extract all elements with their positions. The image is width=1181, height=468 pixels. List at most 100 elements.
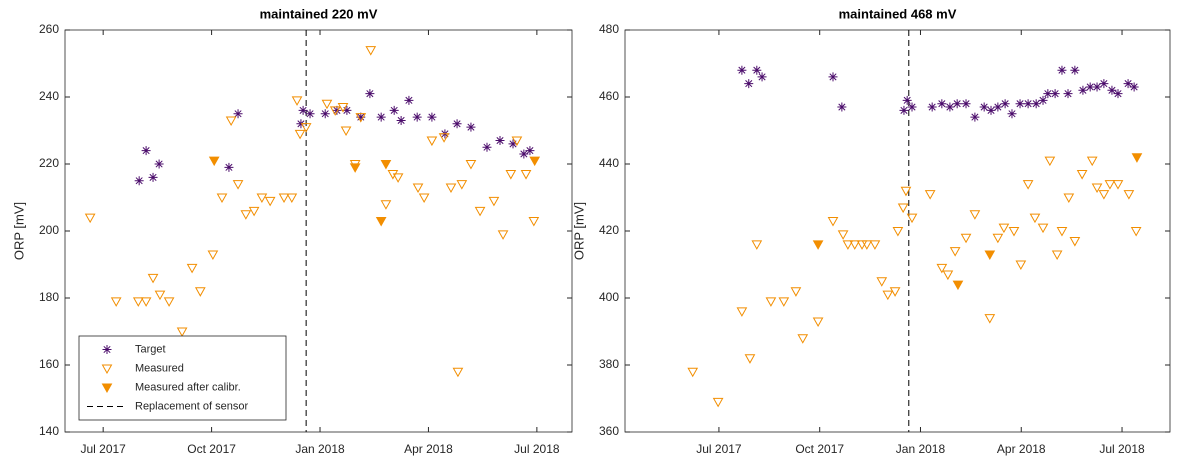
data-point bbox=[380, 200, 392, 210]
y-tick-label: 200 bbox=[39, 223, 59, 237]
data-point bbox=[837, 102, 847, 112]
data-point bbox=[960, 233, 972, 244]
data-point bbox=[1037, 223, 1049, 234]
data-point bbox=[375, 216, 387, 227]
data-point bbox=[1091, 183, 1103, 193]
data-point bbox=[837, 230, 849, 240]
data-point bbox=[337, 103, 349, 113]
y-tick-label: 260 bbox=[39, 22, 59, 36]
data-point bbox=[1063, 193, 1075, 204]
data-point bbox=[790, 287, 802, 297]
data-point bbox=[84, 213, 96, 224]
data-point bbox=[340, 126, 352, 137]
data-point bbox=[1043, 89, 1053, 99]
data-point bbox=[861, 240, 873, 250]
data-point bbox=[248, 206, 260, 217]
x-tick-label: Apr 2018 bbox=[404, 442, 453, 456]
y-tick-label: 180 bbox=[39, 290, 59, 304]
data-point bbox=[520, 170, 532, 180]
data-point bbox=[488, 196, 500, 207]
x-tick-label: Jul 2018 bbox=[1099, 442, 1145, 456]
data-point bbox=[907, 102, 917, 112]
data-point bbox=[154, 290, 166, 301]
data-point bbox=[387, 170, 399, 180]
x-tick-label: Oct 2017 bbox=[795, 442, 844, 456]
data-point bbox=[349, 163, 361, 173]
data-point bbox=[1070, 65, 1080, 75]
legend-marker bbox=[102, 345, 112, 354]
data-point bbox=[736, 307, 748, 317]
data-point bbox=[892, 227, 904, 237]
data-point bbox=[1099, 79, 1109, 89]
data-point bbox=[942, 270, 954, 281]
data-point bbox=[438, 133, 450, 143]
data-point bbox=[365, 46, 377, 56]
data-point bbox=[380, 160, 392, 170]
data-point bbox=[396, 115, 406, 125]
data-point bbox=[1092, 82, 1102, 92]
data-point bbox=[176, 327, 188, 338]
data-point bbox=[525, 146, 535, 156]
data-point bbox=[519, 149, 529, 159]
data-point bbox=[812, 317, 824, 327]
data-point bbox=[1015, 260, 1027, 271]
data-point bbox=[1044, 156, 1056, 167]
data-point bbox=[984, 314, 996, 324]
legend-marker bbox=[101, 383, 113, 394]
data-point bbox=[505, 170, 517, 180]
data-point bbox=[332, 105, 342, 115]
data-point bbox=[1022, 180, 1034, 190]
data-point bbox=[869, 240, 881, 250]
data-point bbox=[1007, 109, 1017, 119]
data-point bbox=[508, 139, 518, 149]
data-point bbox=[1063, 89, 1073, 99]
data-point bbox=[1107, 85, 1117, 95]
data-point bbox=[296, 119, 306, 129]
data-point bbox=[797, 334, 809, 344]
data-point bbox=[984, 250, 996, 260]
data-point bbox=[412, 112, 422, 122]
y-tick-label: 240 bbox=[39, 89, 59, 103]
x-tick-label: Jul 2018 bbox=[514, 442, 560, 456]
data-point bbox=[961, 99, 971, 109]
x-tick-label: Oct 2017 bbox=[187, 442, 236, 456]
data-point bbox=[1076, 170, 1088, 180]
data-point bbox=[945, 102, 955, 112]
data-point bbox=[456, 180, 468, 190]
data-point bbox=[744, 79, 754, 89]
data-point bbox=[529, 156, 541, 167]
data-point bbox=[986, 105, 996, 115]
data-point bbox=[452, 367, 464, 378]
data-point bbox=[902, 95, 912, 105]
data-point bbox=[1130, 227, 1142, 237]
data-point bbox=[952, 280, 964, 291]
data-point bbox=[233, 109, 243, 119]
data-point bbox=[528, 216, 540, 227]
data-point bbox=[376, 112, 386, 122]
data-point bbox=[148, 172, 158, 182]
data-point bbox=[1069, 237, 1081, 247]
data-point bbox=[298, 105, 308, 115]
data-point bbox=[1086, 156, 1098, 167]
data-point bbox=[1131, 153, 1143, 163]
data-point bbox=[1031, 99, 1041, 109]
data-point bbox=[365, 89, 375, 99]
data-point bbox=[294, 129, 306, 140]
data-point bbox=[1000, 99, 1010, 109]
data-point bbox=[889, 287, 901, 297]
data-point bbox=[110, 297, 122, 307]
y-tick-label: 140 bbox=[39, 424, 59, 438]
y-tick-label: 480 bbox=[599, 22, 619, 36]
data-point bbox=[952, 99, 962, 109]
legend-marker bbox=[101, 364, 113, 375]
y-tick-label: 460 bbox=[599, 89, 619, 103]
data-point bbox=[264, 196, 276, 207]
y-tick-label: 360 bbox=[599, 424, 619, 438]
data-point bbox=[1051, 250, 1063, 260]
data-point bbox=[482, 142, 492, 152]
data-point bbox=[1029, 213, 1041, 224]
data-point bbox=[132, 297, 144, 307]
data-point bbox=[511, 136, 523, 147]
data-point bbox=[906, 213, 918, 224]
